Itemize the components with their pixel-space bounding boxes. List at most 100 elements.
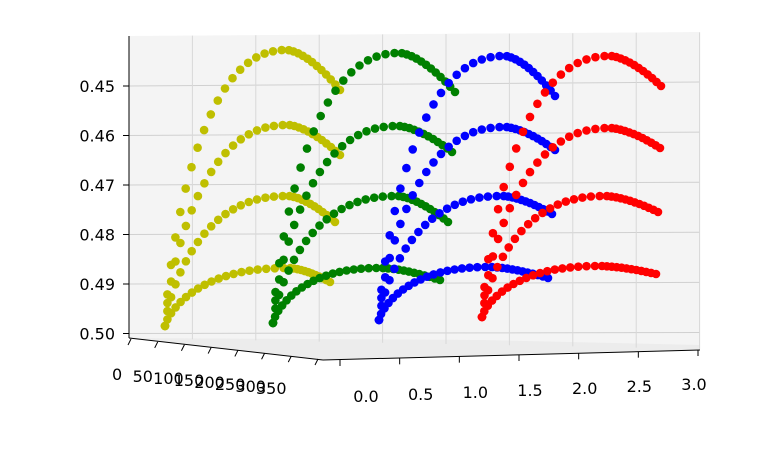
data-point <box>656 81 666 91</box>
data-point <box>213 157 223 167</box>
z-gridline <box>128 332 701 334</box>
data-point <box>176 207 185 217</box>
data-point <box>429 100 438 109</box>
data-points <box>160 45 666 331</box>
data-point <box>206 222 216 231</box>
data-point <box>221 148 230 158</box>
data-point <box>235 65 245 74</box>
data-point <box>200 179 209 188</box>
x-tick-label: 0.5 <box>408 385 433 404</box>
data-point <box>330 149 339 158</box>
data-point <box>221 209 230 219</box>
data-point <box>243 58 253 68</box>
data-point <box>387 191 396 201</box>
data-point <box>486 52 495 62</box>
data-point <box>548 78 558 87</box>
data-point <box>213 96 223 105</box>
data-point <box>295 205 305 214</box>
data-point <box>308 178 318 188</box>
y-tick-label: 300 <box>235 377 266 396</box>
data-point <box>181 184 190 193</box>
data-point <box>444 142 454 152</box>
data-point <box>486 123 495 133</box>
y-tick-label: 50 <box>133 367 153 386</box>
data-point <box>390 48 399 58</box>
z-tick-label: 0.48 <box>79 226 115 245</box>
data-point <box>251 53 261 62</box>
data-point <box>290 184 299 193</box>
data-point <box>325 277 335 287</box>
data-point <box>540 150 550 159</box>
data-point <box>252 126 262 135</box>
data-point <box>261 123 270 132</box>
data-point <box>395 253 405 263</box>
data-point <box>176 238 185 248</box>
data-point <box>436 88 446 98</box>
data-point <box>422 272 432 282</box>
data-point <box>528 271 538 280</box>
data-point <box>253 265 262 274</box>
data-point <box>345 200 354 210</box>
data-point <box>261 264 271 274</box>
series-1-points <box>268 48 460 328</box>
series-2-points <box>374 51 560 325</box>
data-point <box>193 284 203 293</box>
data-point <box>390 206 400 216</box>
data-point <box>530 213 540 223</box>
data-point <box>284 237 294 246</box>
data-point <box>193 191 203 201</box>
data-point <box>429 270 438 279</box>
data-point <box>176 268 185 277</box>
x-tick-label: 1.0 <box>463 383 488 402</box>
data-point <box>460 63 470 73</box>
x-tick-label: 1.5 <box>517 381 542 400</box>
data-point <box>443 217 453 227</box>
x-axis-spine <box>322 349 701 361</box>
y-tick-mark <box>314 358 319 366</box>
data-point <box>315 167 325 177</box>
z-tick-label: 0.47 <box>79 176 115 195</box>
floor-pane <box>129 338 700 360</box>
data-point <box>236 135 246 144</box>
data-point <box>504 243 513 252</box>
data-point <box>483 192 493 201</box>
data-point <box>378 192 388 201</box>
data-point <box>379 122 389 132</box>
y-tick-mark <box>127 338 132 346</box>
data-point <box>187 162 196 172</box>
data-point <box>533 99 542 109</box>
data-point <box>443 266 452 276</box>
data-point <box>595 191 604 201</box>
data-point <box>228 141 238 150</box>
data-point <box>553 200 563 209</box>
data-point <box>388 121 397 131</box>
data-point <box>473 262 482 272</box>
data-point <box>363 56 373 65</box>
data-point <box>187 288 197 297</box>
data-point <box>396 184 405 193</box>
data-point <box>289 255 299 265</box>
data-point <box>339 76 348 85</box>
data-point <box>450 265 459 274</box>
data-point <box>556 70 566 79</box>
data-point <box>213 215 223 225</box>
data-point <box>322 157 332 167</box>
data-point <box>237 267 246 277</box>
data-point <box>269 192 279 201</box>
data-point <box>228 73 237 83</box>
data-point <box>206 110 216 119</box>
data-point <box>480 262 490 272</box>
data-point <box>199 125 209 135</box>
data-point <box>582 55 591 64</box>
data-point <box>435 209 444 218</box>
data-point <box>401 244 411 253</box>
data-point <box>193 143 202 152</box>
y-tick-label: 250 <box>215 375 246 394</box>
y-tick-mark <box>261 353 266 360</box>
data-point <box>444 78 454 88</box>
data-point <box>429 158 438 167</box>
x-axis-tick-labels: 0.0 0.5 1.0 1.5 2.0 2.5 3.0 <box>339 350 707 406</box>
data-point <box>316 111 326 121</box>
